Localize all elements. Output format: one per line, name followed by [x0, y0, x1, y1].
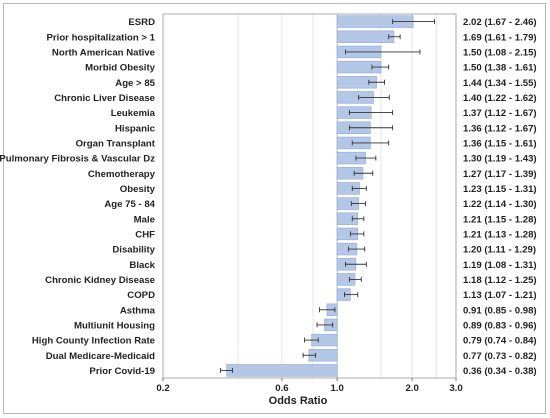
plot-border — [162, 13, 457, 379]
row-label: North American Native — [52, 48, 155, 59]
row-label: Dual Medicare-Medicaid — [46, 351, 155, 362]
ci-text: 0.91 (0.85 - 0.98) — [463, 305, 537, 316]
row-label: Disability — [112, 245, 155, 256]
ci-text: 1.18 (1.12 - 1.25) — [463, 275, 537, 286]
row-label: Hispanic — [115, 123, 156, 134]
ci-text: 1.20 (1.11 - 1.29) — [463, 245, 536, 256]
ci-text: 1.50 (1.08 - 2.15) — [463, 48, 537, 59]
row-label: Prior Covid-19 — [89, 366, 155, 377]
ci-text: 1.69 (1.61 - 1.79) — [463, 32, 537, 43]
row-label: High County Infection Rate — [32, 336, 155, 347]
ci-text: 0.36 (0.34 - 0.38) — [463, 366, 537, 377]
row-label: CHF — [135, 230, 155, 241]
x-tick-label: 1.0 — [330, 383, 343, 394]
row-label: Black — [129, 260, 155, 271]
error-bar-layer — [219, 19, 435, 373]
ci-text: 1.36 (1.15 - 1.61) — [463, 139, 537, 150]
x-tick-label: 3.0 — [449, 383, 462, 394]
ci-text: 1.13 (1.07 - 1.21) — [463, 290, 537, 301]
ci-text: 1.30 (1.19 - 1.43) — [463, 154, 537, 165]
row-label: Male — [134, 214, 155, 225]
bar-layer — [226, 15, 414, 377]
ci-text: 1.21 (1.13 - 1.28) — [463, 230, 537, 241]
row-label: Multiunit Housing — [74, 321, 155, 332]
x-tick-label: 0.6 — [275, 383, 288, 394]
ci-text: 2.02 (1.67 - 2.46) — [463, 17, 537, 28]
bar — [226, 364, 338, 377]
grid-layer — [162, 14, 457, 378]
x-tick-label: 0.2 — [156, 383, 169, 394]
ci-text: 1.44 (1.34 - 1.55) — [463, 78, 537, 89]
row-label: Pulmonary Fibrosis & Vascular Dz — [0, 154, 155, 165]
row-label: Chemotherapy — [88, 169, 156, 180]
row-label-layer: ESRD Prior hospitalization > 1 North Ameri… — [0, 17, 156, 377]
ci-text: 1.50 (1.38 - 1.61) — [463, 63, 537, 74]
ci-text: 1.21 (1.15 - 1.28) — [463, 214, 537, 225]
row-label: Age 75 - 84 — [104, 199, 155, 210]
row-label: Morbid Obesity — [85, 63, 155, 74]
x-axis-label: Odds Ratio — [269, 395, 328, 407]
row-label: ESRD — [128, 17, 155, 28]
row-label: Asthma — [120, 305, 156, 316]
ci-text: 1.36 (1.12 - 1.67) — [463, 123, 537, 134]
x-tick-label: 2.0 — [405, 383, 418, 394]
bar — [336, 30, 395, 43]
ci-text: 1.27 (1.17 - 1.39) — [463, 169, 537, 180]
row-label: Age > 85 — [115, 78, 155, 89]
row-label: Organ Transplant — [76, 139, 156, 150]
ci-text: 1.40 (1.22 - 1.62) — [463, 93, 537, 104]
ci-text-layer: 2.02 (1.67 - 2.46) 1.69 (1.61 - 1.79) 1.50… — [463, 17, 537, 377]
ci-text: 0.77 (0.73 - 0.82) — [463, 351, 537, 362]
row-label: Obesity — [120, 184, 156, 195]
row-label: Chronic Liver Disease — [54, 93, 155, 104]
ci-text: 1.37 (1.12 - 1.67) — [463, 108, 537, 119]
ci-text: 1.22 (1.14 - 1.30) — [463, 199, 537, 210]
row-label: Leukemia — [111, 108, 156, 119]
row-label: Prior hospitalization > 1 — [47, 32, 156, 43]
x-axis: 0.2 0.6 1.0 2.0 3.0 — [156, 13, 463, 394]
row-label: Chronic Kidney Disease — [45, 275, 155, 286]
ci-text: 1.19 (1.08 - 1.31) — [463, 260, 537, 271]
ci-text: 1.23 (1.15 - 1.31) — [463, 184, 537, 195]
row-label: COPD — [127, 290, 155, 301]
ci-text: 0.89 (0.83 - 0.96) — [463, 321, 537, 332]
ci-text: 0.79 (0.74 - 0.84) — [463, 336, 537, 347]
